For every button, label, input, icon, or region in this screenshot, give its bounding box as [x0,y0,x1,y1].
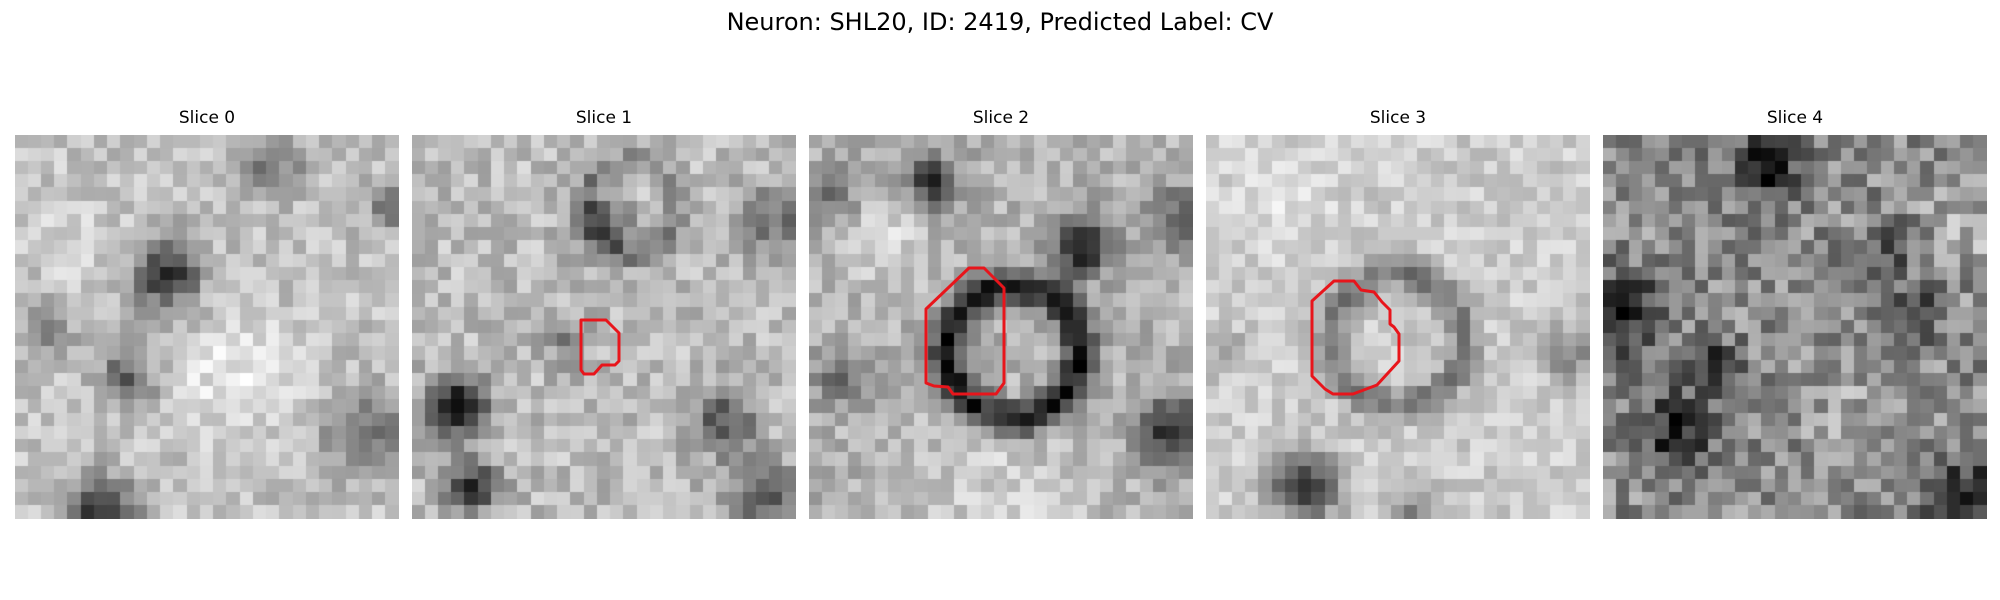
figure-title: Neuron: SHL20, ID: 2419, Predicted Label… [726,8,1274,36]
roi-outline [1310,279,1401,396]
roi-outline-overlay-3 [1310,279,1401,396]
roi-outline [924,266,1006,396]
slice-image-0 [15,135,399,519]
slice-panel-3: Slice 3 [1206,108,1590,519]
slice-image-4 [1603,135,1987,519]
roi-outline-overlay-2 [924,266,1006,396]
slice-panel-4: Slice 4 [1603,108,1987,519]
roi-outline-overlay-1 [579,318,621,376]
slice-image-1 [412,135,796,519]
slice-title-0: Slice 0 [178,108,236,128]
slice-image-2 [809,135,1193,519]
slice-title-3: Slice 3 [1369,108,1427,128]
roi-outline [579,318,621,376]
slice-title-4: Slice 4 [1766,108,1824,128]
slice-panel-1: Slice 1 [412,108,796,519]
slice-title-1: Slice 1 [575,108,633,128]
slice-image-3 [1206,135,1590,519]
slice-title-2: Slice 2 [972,108,1030,128]
slice-panel-0: Slice 0 [15,108,399,519]
slice-panel-2: Slice 2 [809,108,1193,519]
